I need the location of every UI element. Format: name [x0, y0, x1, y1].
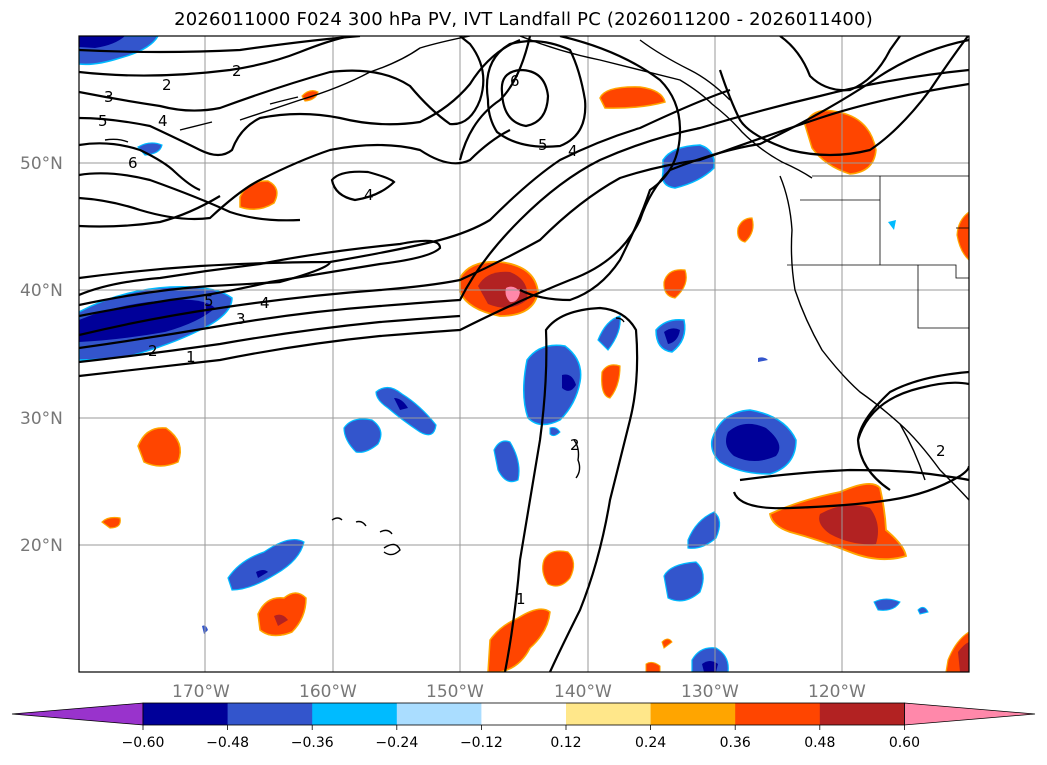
colorbar-segment — [650, 703, 736, 725]
colorbar-extend-low — [11, 702, 144, 726]
colorbar: −0.60 −0.48 −0.36 −0.24 −0.12 0.12 0.24 0.36 0.4… — [11, 702, 1036, 751]
contour-label: 5 — [98, 112, 108, 130]
contour-label: 4 — [260, 294, 270, 312]
contour-label: 1 — [186, 348, 196, 366]
contour-label: 2 — [570, 436, 580, 454]
contour-label: 4 — [568, 142, 578, 160]
contour-label: 2 — [232, 62, 242, 80]
colorbar-segment — [227, 703, 313, 725]
colorbar-tick-label: −0.48 — [206, 735, 249, 751]
colorbar-segment — [819, 703, 905, 725]
lat-label: 40°N — [20, 281, 63, 301]
contour-label: 2 — [936, 442, 946, 460]
contour-label: 5 — [204, 292, 214, 310]
lon-label: 150°W — [426, 682, 484, 702]
contour-label: 4 — [158, 112, 168, 130]
contour-labels: 2 3 5 4 6 2 6 5 4 4 5 4 3 2 1 2 1 2 — [98, 62, 946, 608]
map-frame — [78, 35, 970, 673]
colorbar-segment — [143, 703, 229, 725]
lon-label: 140°W — [554, 682, 612, 702]
lon-label: 130°W — [681, 682, 739, 702]
gridlines — [79, 36, 969, 672]
lon-label: 170°W — [172, 682, 230, 702]
colorbar-tick-label: −0.60 — [122, 735, 165, 751]
contour-label: 2 — [148, 342, 158, 360]
colorbar-extend-high — [904, 702, 1036, 726]
latitude-labels: 50°N 40°N 30°N 20°N — [20, 154, 63, 556]
colorbar-tick-label: 0.60 — [889, 735, 920, 751]
contour-label: 2 — [162, 76, 172, 94]
lat-label: 20°N — [20, 536, 63, 556]
colorbar-frame — [142, 702, 905, 726]
political-borders — [787, 175, 969, 329]
colorbar-tick-label: −0.36 — [291, 735, 334, 751]
colorbar-tick-label: 0.36 — [720, 735, 751, 751]
figure-title: 2026011000 F024 300 hPa PV, IVT Landfall… — [174, 9, 873, 30]
longitude-labels: 170°W 160°W 150°W 140°W 130°W 120°W — [172, 682, 866, 702]
lat-label: 30°N — [20, 409, 63, 429]
contour-label: 6 — [128, 154, 138, 172]
colorbar-segment — [735, 703, 821, 725]
colorbar-segment — [396, 703, 482, 725]
colorbar-tick-label: −0.24 — [375, 735, 418, 751]
colorbar-segment — [312, 703, 398, 725]
colorbar-segment — [481, 703, 567, 725]
contour-label: 5 — [538, 136, 548, 154]
colorbar-tick-label: −0.12 — [460, 735, 503, 751]
lat-label: 50°N — [20, 154, 63, 174]
contour-label: 3 — [104, 88, 114, 106]
colorbar-tick-label: 0.48 — [804, 735, 835, 751]
contour-label: 6 — [510, 72, 520, 90]
pv-contours — [79, 36, 969, 672]
colorbar-tick-label: 0.12 — [550, 735, 581, 751]
lon-label: 120°W — [808, 682, 866, 702]
colorbar-tick-label: 0.24 — [635, 735, 666, 751]
lon-label: 160°W — [299, 682, 357, 702]
contour-label: 4 — [364, 186, 374, 204]
colorbar-segment — [566, 703, 652, 725]
contour-label: 1 — [516, 590, 526, 608]
contour-label: 3 — [236, 310, 246, 328]
